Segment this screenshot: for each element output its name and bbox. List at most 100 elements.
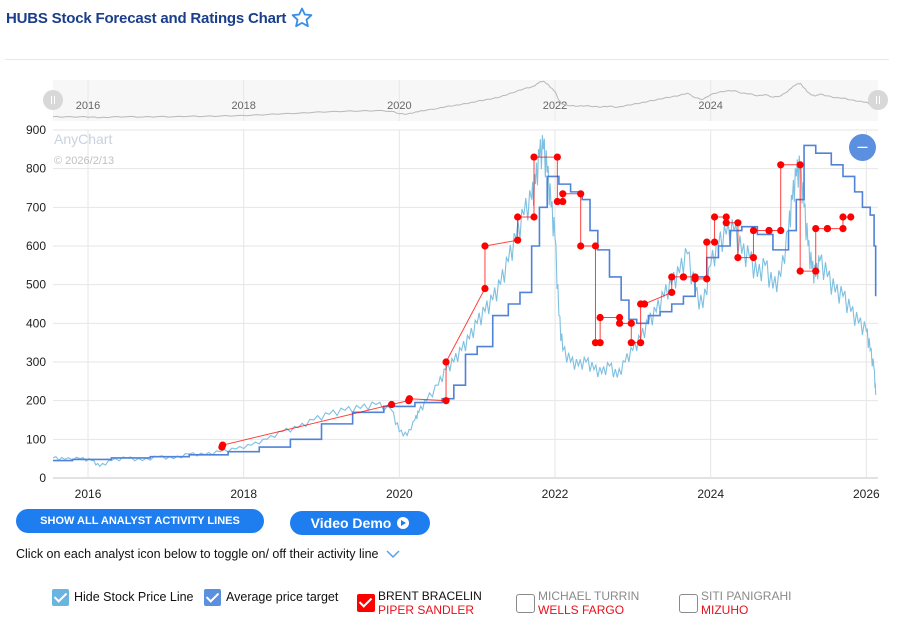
navigator-right-handle[interactable]: [868, 90, 888, 110]
drag-handle-icon[interactable]: [43, 90, 63, 110]
analyst-firm: WELLS FARGO: [538, 603, 625, 617]
y-tick-label: 300: [26, 355, 46, 369]
analyst-rating-marker[interactable]: [734, 254, 742, 262]
navigator-tick-label: 2020: [387, 100, 411, 112]
y-tick-label: 900: [26, 123, 46, 137]
analyst-rating-marker[interactable]: [627, 319, 635, 327]
header-divider: [5, 59, 889, 60]
title-text: HUBS Stock Forecast and Ratings Chart: [6, 9, 287, 27]
drag-handle-icon[interactable]: [868, 90, 888, 110]
legend-average-price-target[interactable]: Average price target: [204, 589, 338, 606]
average-price-target-label: Average price target: [226, 590, 339, 604]
analyst-rating-marker[interactable]: [553, 197, 561, 206]
analyst-rating-marker[interactable]: [796, 161, 804, 169]
analyst-rating-marker[interactable]: [777, 161, 785, 169]
analyst-rating-marker[interactable]: [812, 267, 820, 275]
analyst-rating-marker[interactable]: [847, 213, 855, 221]
legend-analyst-0[interactable]: BRENT BRACELIN PIPER SANDLER: [357, 589, 482, 617]
analyst-rating-marker[interactable]: [405, 395, 414, 403]
average-price-target-checkbox[interactable]: [204, 589, 221, 606]
analyst-rating-marker[interactable]: [734, 219, 742, 227]
analyst-rating-marker[interactable]: [530, 213, 538, 221]
analyst-rating-marker[interactable]: [749, 254, 758, 262]
analyst-rating-marker[interactable]: [559, 197, 567, 206]
analyst-rating-marker[interactable]: [703, 238, 711, 246]
star-outline-icon[interactable]: [290, 6, 314, 30]
y-tick-label: 500: [26, 278, 46, 292]
main-chart[interactable]: 0 100 200 300 400 500 600 700 800 900 2016 2018 2020…: [0, 120, 901, 505]
analyst-rating-marker[interactable]: [710, 238, 719, 246]
analyst-rating-marker[interactable]: [796, 267, 804, 275]
analyst-rating-marker[interactable]: [596, 313, 604, 322]
analyst-rating-marker[interactable]: [839, 225, 847, 233]
analyst-rating-marker[interactable]: [722, 219, 730, 227]
analyst-rating-marker[interactable]: [514, 213, 522, 221]
show-all-analyst-lines-button[interactable]: SHOW ALL ANALYST ACTIVITY LINES: [16, 509, 264, 533]
navigator-background: [53, 80, 878, 121]
stock-price-line: [52, 135, 877, 468]
analyst-rating-marker[interactable]: [627, 339, 635, 347]
analyst-rating-marker[interactable]: [710, 213, 719, 221]
analyst-rating-marker[interactable]: [530, 153, 538, 161]
analyst-checkbox[interactable]: [516, 594, 535, 613]
analyst-rating-marker[interactable]: [839, 213, 847, 221]
hide-stock-price-checkbox[interactable]: [52, 589, 69, 606]
analyst-rating-marker[interactable]: [442, 397, 450, 405]
analyst-rating-marker[interactable]: [703, 275, 711, 283]
analyst-rating-marker[interactable]: [679, 273, 688, 281]
analyst-name: MICHAEL TURRIN: [538, 589, 640, 603]
analyst-rating-marker[interactable]: [777, 226, 785, 235]
analyst-rating-marker[interactable]: [637, 339, 645, 347]
y-tick-label: 200: [26, 394, 46, 408]
x-tick-label: 2016: [75, 487, 102, 501]
analyst-rating-marker[interactable]: [749, 226, 758, 235]
average-price-target-line: [53, 144, 877, 462]
date-stamp: © 2026/2/13: [54, 155, 114, 167]
y-tick-label: 0: [39, 471, 46, 485]
analyst-rating-marker[interactable]: [387, 400, 396, 409]
analyst-rating-marker[interactable]: [616, 319, 624, 327]
x-tick-label: 2018: [230, 487, 257, 501]
y-tick-label: 400: [26, 316, 46, 330]
y-tick-label: 700: [26, 200, 46, 214]
analyst-rating-marker[interactable]: [812, 225, 820, 233]
analyst-rating-marker[interactable]: [514, 236, 522, 244]
analyst-rating-marker[interactable]: [577, 242, 585, 250]
analyst-rating-marker[interactable]: [765, 226, 773, 235]
analyst-name: BRENT BRACELIN: [378, 589, 482, 603]
analyst-rating-marker[interactable]: [481, 284, 489, 293]
legend-hide-stock-price[interactable]: Hide Stock Price Line: [52, 589, 194, 606]
analyst-rating-marker[interactable]: [591, 242, 600, 250]
analyst-rating-marker[interactable]: [219, 441, 227, 449]
navigator-tick-label: 2024: [698, 100, 722, 112]
analyst-checkbox[interactable]: [357, 594, 375, 612]
analyst-checkbox[interactable]: [679, 594, 698, 613]
analyst-rating-marker[interactable]: [668, 273, 676, 281]
analyst-activity-line: [221, 156, 851, 448]
y-tick-label: 800: [26, 162, 46, 176]
y-tick-label: 600: [26, 239, 46, 253]
navigator[interactable]: 2016 2018 2020 2022 2024: [0, 78, 901, 123]
analyst-rating-marker[interactable]: [691, 275, 699, 283]
analyst-rating-marker[interactable]: [442, 358, 450, 366]
analyst-rating-marker[interactable]: [577, 190, 585, 198]
legend-analyst-2[interactable]: SITI PANIGRAHI MIZUHO: [679, 589, 791, 617]
legend-analyst-1[interactable]: MICHAEL TURRIN WELLS FARGO: [516, 589, 639, 617]
watermark: AnyChart: [54, 131, 112, 147]
video-demo-button[interactable]: Video Demo: [290, 511, 430, 535]
analyst-rating-marker[interactable]: [553, 153, 561, 161]
zoom-out-button[interactable]: –: [849, 134, 876, 161]
navigator-left-handle[interactable]: [43, 90, 63, 110]
analyst-rating-marker[interactable]: [668, 288, 676, 296]
hint-text: Click on each analyst icon below to togg…: [16, 547, 379, 561]
analyst-rating-marker[interactable]: [722, 213, 730, 221]
analyst-rating-marker[interactable]: [559, 190, 567, 198]
analyst-rating-marker[interactable]: [616, 313, 624, 322]
toggle-hint: Click on each analyst icon below to togg…: [16, 547, 401, 561]
play-circle-icon: [397, 517, 410, 529]
analyst-rating-marker[interactable]: [823, 225, 832, 233]
analyst-rating-marker[interactable]: [481, 242, 489, 250]
analyst-rating-marker[interactable]: [596, 339, 604, 347]
analyst-rating-marker[interactable]: [640, 300, 649, 308]
chevron-down-icon[interactable]: [386, 549, 401, 559]
